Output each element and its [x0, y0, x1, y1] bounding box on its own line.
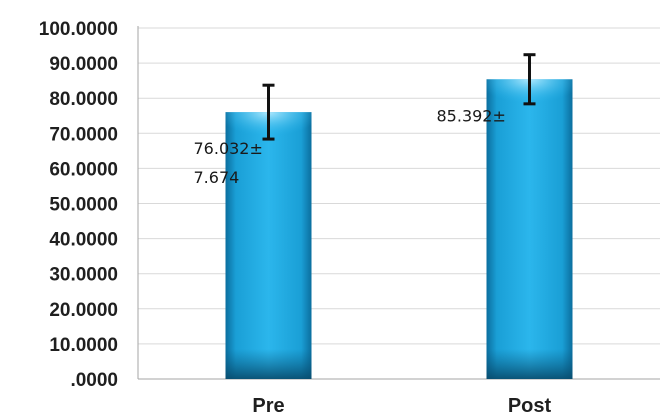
- y-tick-label: 40.0000: [49, 230, 118, 251]
- gridlines: [138, 27, 660, 345]
- data-label: 85.392±: [437, 106, 506, 125]
- x-category-label: Pre: [252, 395, 284, 417]
- error-bar-pre: [262, 83, 275, 141]
- y-tick-label: 90.0000: [49, 54, 118, 75]
- y-tick-label: 80.0000: [49, 89, 118, 110]
- error-bars: [262, 53, 536, 141]
- y-tick-label: 30.0000: [49, 265, 118, 286]
- x-category-labels: Pre Post: [252, 395, 551, 417]
- bars: [225, 79, 573, 379]
- y-tick-label: .0000: [70, 370, 118, 391]
- y-tick-label: 10.0000: [49, 335, 118, 356]
- x-category-label: Post: [508, 395, 552, 417]
- y-tick-label: 20.0000: [49, 300, 118, 321]
- data-label: 76.032±: [194, 139, 263, 158]
- bar-shadow: [486, 349, 573, 379]
- error-bar-post: [523, 53, 536, 106]
- bar-body: [486, 79, 573, 379]
- bar-shadow: [225, 349, 312, 379]
- axes: [137, 26, 660, 380]
- bar-post: [486, 79, 573, 379]
- data-label: 7.674: [194, 168, 240, 187]
- y-tick-labels: 100.0000 90.0000 80.0000 70.0000 60.0000 50.0…: [39, 19, 118, 391]
- y-tick-label: 70.0000: [49, 124, 118, 145]
- y-tick-label: 50.0000: [49, 195, 118, 216]
- bar-body: [225, 112, 312, 379]
- y-tick-label: 60.0000: [49, 159, 118, 180]
- y-tick-label: 100.0000: [39, 19, 118, 40]
- data-labels: 76.032± 7.674 85.392±: [194, 106, 506, 187]
